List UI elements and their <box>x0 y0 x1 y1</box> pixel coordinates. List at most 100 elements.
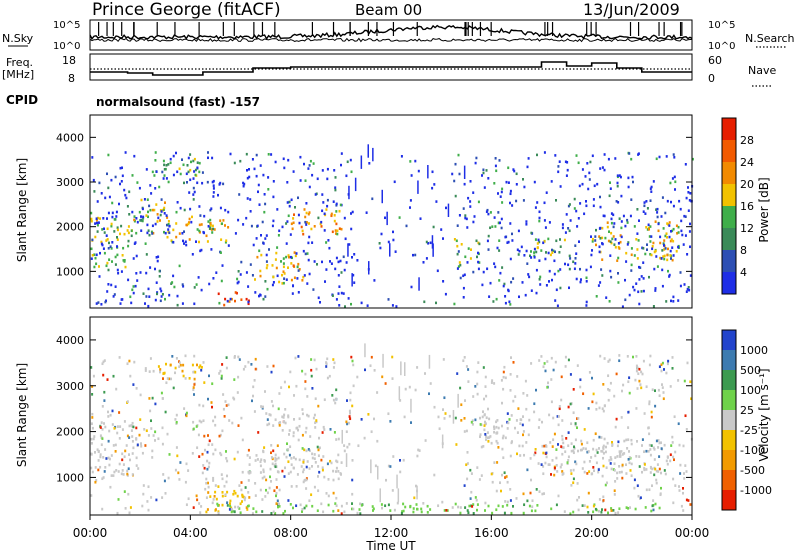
heatmap-cell <box>682 444 685 448</box>
heatmap-cell <box>599 205 602 209</box>
heatmap-cell <box>343 444 346 447</box>
heatmap-cell <box>182 163 185 167</box>
heatmap-cell <box>579 385 582 389</box>
heatmap-cell <box>428 392 431 396</box>
heatmap-cell <box>456 372 459 375</box>
heatmap-cell <box>364 368 367 372</box>
heatmap-cell <box>304 220 307 224</box>
heatmap-cell <box>459 511 462 515</box>
heatmap-cell <box>497 446 500 449</box>
heatmap-cell <box>467 196 470 200</box>
heatmap-cell <box>183 242 186 245</box>
heatmap-cell <box>456 244 459 248</box>
heatmap-cell <box>276 246 279 249</box>
heatmap-cell <box>588 171 591 175</box>
heatmap-cell <box>493 382 496 385</box>
heatmap-cell <box>574 460 577 464</box>
heatmap-cell <box>504 376 507 380</box>
heatmap-cell <box>239 159 242 163</box>
heatmap-cell <box>633 225 636 228</box>
heatmap-cell <box>327 478 330 481</box>
heatmap-cell <box>689 503 692 506</box>
heatmap-cell <box>638 379 641 383</box>
y-tick-label: 1000 <box>56 471 84 484</box>
heatmap-cell <box>225 356 228 359</box>
heatmap-cell <box>274 512 277 515</box>
heatmap-cell <box>493 182 496 185</box>
heatmap-cell <box>572 411 575 415</box>
heatmap-cell <box>189 153 192 156</box>
heatmap-cell <box>429 508 432 511</box>
heatmap-cell <box>673 415 676 419</box>
heatmap-cell <box>535 488 538 491</box>
heatmap-cell <box>127 231 130 235</box>
heatmap-cell <box>335 210 338 213</box>
freq-label-1: Freq. <box>6 56 33 69</box>
heatmap-cell <box>522 199 525 202</box>
heatmap-cell <box>278 229 281 233</box>
heatmap-cell <box>618 450 621 453</box>
heatmap-cell <box>245 216 248 220</box>
heatmap-cell <box>475 156 478 160</box>
heatmap-cell <box>174 366 177 370</box>
heatmap-cell <box>592 447 595 451</box>
heatmap-cell <box>161 442 164 446</box>
heatmap-cell <box>442 280 445 283</box>
heatmap-cell <box>417 448 420 452</box>
heatmap-cell <box>643 450 646 454</box>
heatmap-cell <box>463 356 466 359</box>
heatmap-cell <box>104 425 107 429</box>
heatmap-cell <box>658 506 661 510</box>
heatmap-cell <box>326 167 329 171</box>
heatmap-cell <box>325 365 328 368</box>
heatmap-cell <box>212 184 215 187</box>
heatmap-cell <box>118 411 121 414</box>
heatmap-cell <box>103 422 106 425</box>
heatmap-cell <box>642 359 645 363</box>
heatmap-cell <box>284 509 287 513</box>
heatmap-cell <box>349 398 352 402</box>
heatmap-cell <box>102 476 105 479</box>
heatmap-cell <box>276 499 279 503</box>
heatmap-cell <box>561 434 564 438</box>
heatmap-cell <box>568 254 571 258</box>
heatmap-cell <box>356 259 359 262</box>
heatmap-cell <box>143 198 146 201</box>
heatmap-cell <box>630 269 633 272</box>
heatmap-cell <box>293 418 296 421</box>
heatmap-cell <box>167 228 170 231</box>
heatmap-cell <box>583 428 586 431</box>
heatmap-cell <box>175 446 178 449</box>
heatmap-cell <box>587 450 590 453</box>
heatmap-cell <box>570 472 573 475</box>
heatmap-cell <box>234 491 237 495</box>
heatmap-cell <box>120 180 123 183</box>
heatmap-cell <box>159 219 162 222</box>
heatmap-cell <box>311 465 314 468</box>
heatmap-cell <box>226 504 229 507</box>
heatmap-cell <box>635 364 638 368</box>
heatmap-cell <box>179 363 182 367</box>
heatmap-cell <box>567 405 570 409</box>
heatmap-cell <box>607 374 610 378</box>
heatmap-cell <box>512 277 515 280</box>
heatmap-cell <box>107 268 110 272</box>
heatmap-cell <box>483 413 486 416</box>
heatmap-cell <box>243 182 246 186</box>
heatmap-cell <box>133 360 136 364</box>
colorbar-tick-label: 16 <box>740 200 754 213</box>
heatmap-cell <box>335 204 338 207</box>
heatmap-cell <box>90 442 93 445</box>
heatmap-cell <box>585 304 588 307</box>
heatmap-cell <box>351 502 354 505</box>
heatmap-cell <box>612 213 615 217</box>
heatmap-cell <box>210 248 213 251</box>
heatmap-cell <box>524 379 527 383</box>
heatmap-cell <box>183 208 186 212</box>
heatmap-cell <box>522 511 525 515</box>
heatmap-cell <box>525 220 528 223</box>
heatmap-cell <box>564 355 567 359</box>
heatmap-cell <box>292 431 295 434</box>
heatmap-cell <box>601 258 604 261</box>
